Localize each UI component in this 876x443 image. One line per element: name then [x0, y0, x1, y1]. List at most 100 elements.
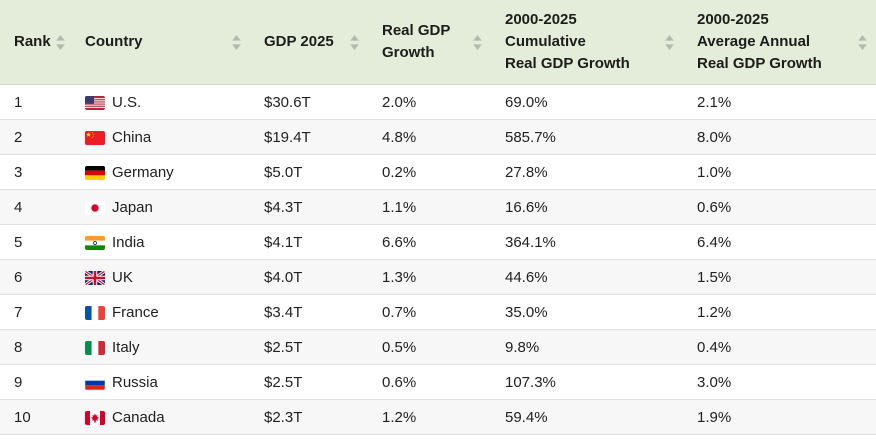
country-cell: Germany — [71, 154, 250, 190]
country-name: U.S. — [112, 93, 142, 111]
cumulative-growth-cell: 585.7% — [491, 119, 683, 155]
real-gdp-growth-cell: 2.0% — [368, 84, 491, 120]
country-name: France — [112, 303, 159, 321]
column-label: Rank — [14, 33, 51, 50]
cumulative-growth-cell: 44.6% — [491, 259, 683, 295]
real-gdp-growth-cell: 0.7% — [368, 294, 491, 330]
real-gdp-growth-cell: 1.3% — [368, 259, 491, 295]
flag-icon-jp — [85, 200, 105, 215]
sort-arrows-icon[interactable] — [231, 34, 242, 51]
cumulative-growth-cell: 35.0% — [491, 294, 683, 330]
country-cell: U.S. — [71, 84, 250, 120]
country-cell: Japan — [71, 189, 250, 225]
avg-annual-growth-cell: 1.0% — [683, 154, 876, 190]
column-label: 2000-2025 Cumulative Real GDP Growth — [505, 11, 630, 72]
rank-cell: 6 — [0, 259, 71, 295]
real-gdp-growth-cell: 1.2% — [368, 399, 491, 435]
avg-annual-growth-cell: 1.5% — [683, 259, 876, 295]
flag-icon-in — [85, 235, 105, 250]
table-row: 9 Russia $2.5T 0.6% 107.3% 3.0% — [0, 364, 876, 400]
country-name: India — [112, 233, 145, 251]
column-header-country[interactable]: Country — [71, 0, 250, 85]
table-row: 10 Canada $2.3T 1.2% 59.4% 1.9% — [0, 399, 876, 435]
cumulative-growth-cell: 364.1% — [491, 224, 683, 260]
gdp-2025-cell: $5.0T — [250, 154, 368, 190]
country-cell: India — [71, 224, 250, 260]
rank-cell: 1 — [0, 84, 71, 120]
real-gdp-growth-cell: 0.2% — [368, 154, 491, 190]
sort-arrows-icon[interactable] — [55, 34, 66, 51]
real-gdp-growth-cell: 1.1% — [368, 189, 491, 225]
real-gdp-growth-cell: 4.8% — [368, 119, 491, 155]
column-header-avg-annual-growth[interactable]: 2000-2025 Average Annual Real GDP Growth — [683, 0, 876, 85]
country-cell: China — [71, 119, 250, 155]
table-row: 7 France $3.4T 0.7% 35.0% 1.2% — [0, 294, 876, 330]
table-header: Rank Country GDP 2025 R — [0, 0, 876, 85]
real-gdp-growth-cell: 0.5% — [368, 329, 491, 365]
country-cell: UK — [71, 259, 250, 295]
cumulative-growth-cell: 16.6% — [491, 189, 683, 225]
column-label: Real GDP Growth — [382, 22, 451, 61]
flag-icon-cn — [85, 130, 105, 145]
rank-cell: 3 — [0, 154, 71, 190]
country-name: Russia — [112, 373, 158, 391]
gdp-2025-cell: $2.5T — [250, 329, 368, 365]
avg-annual-growth-cell: 1.9% — [683, 399, 876, 435]
flag-icon-it — [85, 340, 105, 355]
avg-annual-growth-cell: 8.0% — [683, 119, 876, 155]
flag-icon-ru — [85, 375, 105, 390]
flag-icon-gb — [85, 270, 105, 285]
country-cell: Russia — [71, 364, 250, 400]
flag-icon-us — [85, 95, 105, 110]
table-body: 1 U.S. $30.6T 2.0% 69.0% 2.1% 2 China $1… — [0, 84, 876, 435]
avg-annual-growth-cell: 2.1% — [683, 84, 876, 120]
avg-annual-growth-cell: 0.6% — [683, 189, 876, 225]
rank-cell: 7 — [0, 294, 71, 330]
flag-icon-de — [85, 165, 105, 180]
country-name: China — [112, 128, 152, 146]
country-name: Canada — [112, 408, 165, 426]
rank-cell: 2 — [0, 119, 71, 155]
rank-cell: 8 — [0, 329, 71, 365]
gdp-2025-cell: $2.3T — [250, 399, 368, 435]
gdp-2025-cell: $2.5T — [250, 364, 368, 400]
column-label: GDP 2025 — [264, 33, 334, 50]
table-row: 6 UK $4.0T 1.3% 44.6% 1.5% — [0, 259, 876, 295]
gdp-2025-cell: $4.0T — [250, 259, 368, 295]
country-name: Japan — [112, 198, 153, 216]
flag-icon-ca — [85, 410, 105, 425]
table-row: 3 Germany $5.0T 0.2% 27.8% 1.0% — [0, 154, 876, 190]
column-header-real-gdp-growth[interactable]: Real GDP Growth — [368, 0, 491, 85]
sort-arrows-icon[interactable] — [857, 34, 868, 51]
real-gdp-growth-cell: 0.6% — [368, 364, 491, 400]
cumulative-growth-cell: 69.0% — [491, 84, 683, 120]
country-cell: Canada — [71, 399, 250, 435]
rank-cell: 4 — [0, 189, 71, 225]
country-cell: France — [71, 294, 250, 330]
avg-annual-growth-cell: 6.4% — [683, 224, 876, 260]
sort-arrows-icon[interactable] — [472, 34, 483, 51]
cumulative-growth-cell: 59.4% — [491, 399, 683, 435]
cumulative-growth-cell: 9.8% — [491, 329, 683, 365]
sort-arrows-icon[interactable] — [349, 34, 360, 51]
real-gdp-growth-cell: 6.6% — [368, 224, 491, 260]
country-name: UK — [112, 268, 133, 286]
cumulative-growth-cell: 107.3% — [491, 364, 683, 400]
gdp-2025-cell: $19.4T — [250, 119, 368, 155]
avg-annual-growth-cell: 1.2% — [683, 294, 876, 330]
table-row: 8 Italy $2.5T 0.5% 9.8% 0.4% — [0, 329, 876, 365]
table-row: 1 U.S. $30.6T 2.0% 69.0% 2.1% — [0, 84, 876, 120]
gdp-2025-cell: $30.6T — [250, 84, 368, 120]
column-label: 2000-2025 Average Annual Real GDP Growth — [697, 11, 822, 72]
column-header-gdp-2025[interactable]: GDP 2025 — [250, 0, 368, 85]
avg-annual-growth-cell: 0.4% — [683, 329, 876, 365]
avg-annual-growth-cell: 3.0% — [683, 364, 876, 400]
country-name: Germany — [112, 163, 174, 181]
table-row: 2 China $19.4T 4.8% 585.7% 8.0% — [0, 119, 876, 155]
flag-icon-fr — [85, 305, 105, 320]
country-cell: Italy — [71, 329, 250, 365]
sort-arrows-icon[interactable] — [664, 34, 675, 51]
column-header-rank[interactable]: Rank — [0, 0, 71, 85]
column-header-cumulative-growth[interactable]: 2000-2025 Cumulative Real GDP Growth — [491, 0, 683, 85]
